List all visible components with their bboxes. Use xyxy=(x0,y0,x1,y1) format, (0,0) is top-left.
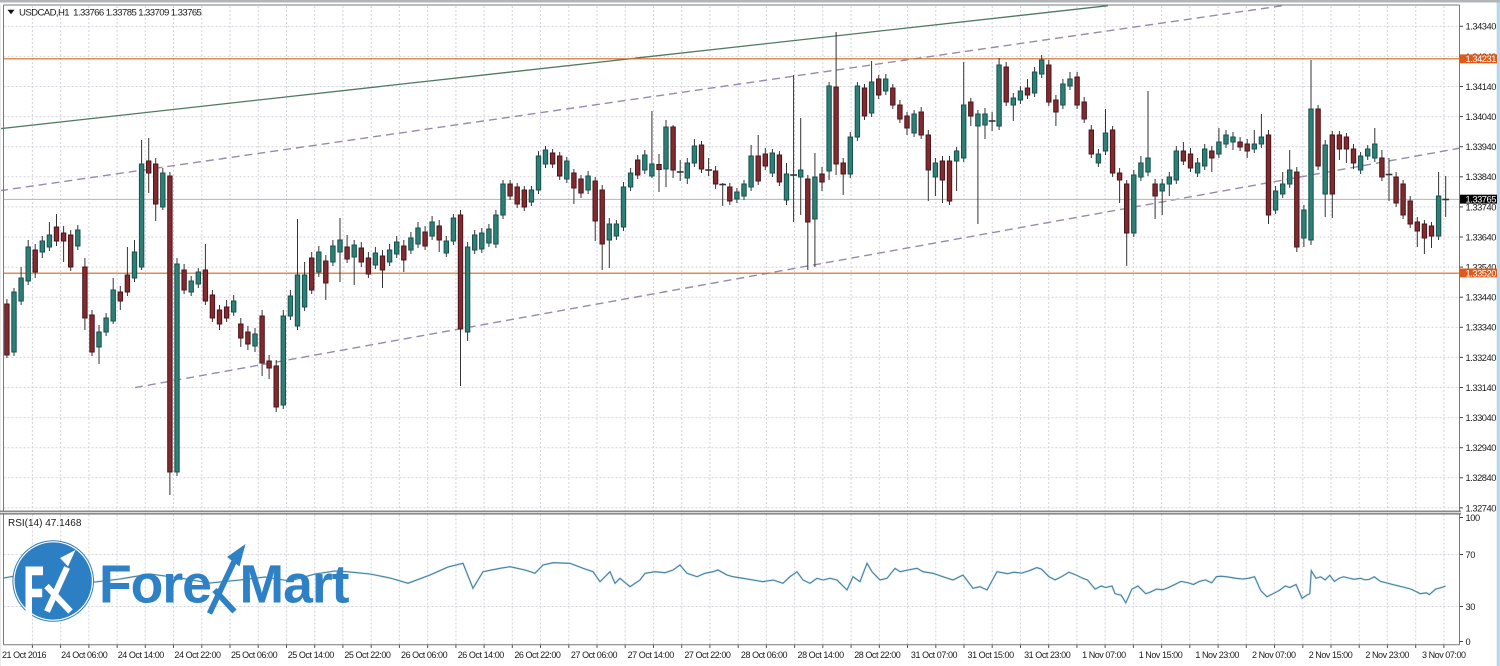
svg-text:1.33540: 1.33540 xyxy=(1466,263,1497,273)
svg-text:1 Nov 07:00: 1 Nov 07:00 xyxy=(1082,650,1126,660)
svg-text:30: 30 xyxy=(1466,602,1476,612)
svg-text:1.33240: 1.33240 xyxy=(1466,353,1497,363)
svg-text:1.33840: 1.33840 xyxy=(1466,172,1497,182)
svg-text:70: 70 xyxy=(1466,550,1476,560)
svg-text:24 Oct 22:00: 24 Oct 22:00 xyxy=(174,650,221,660)
svg-text:24 Oct 14:00: 24 Oct 14:00 xyxy=(118,650,165,660)
svg-text:1.32740: 1.32740 xyxy=(1466,503,1497,513)
svg-text:26 Oct 14:00: 26 Oct 14:00 xyxy=(458,650,505,660)
svg-text:USDCAD,H1 1.33766 1.33785 1.3: USDCAD,H1 1.33766 1.33785 1.33709 1.3376… xyxy=(19,7,202,18)
svg-text:0: 0 xyxy=(1466,637,1471,647)
svg-text:1.33520: 1.33520 xyxy=(1466,268,1497,278)
svg-text:2 Nov 23:00: 2 Nov 23:00 xyxy=(1365,650,1409,660)
svg-text:3 Nov 07:00: 3 Nov 07:00 xyxy=(1422,650,1466,660)
svg-text:1.33640: 1.33640 xyxy=(1466,232,1497,242)
svg-text:31 Oct 07:00: 31 Oct 07:00 xyxy=(911,650,958,660)
svg-text:RSI(14) 47.1468: RSI(14) 47.1468 xyxy=(8,518,82,529)
svg-text:1.33940: 1.33940 xyxy=(1466,142,1497,152)
svg-text:28 Oct 22:00: 28 Oct 22:00 xyxy=(854,650,901,660)
svg-text:1.33440: 1.33440 xyxy=(1466,293,1497,303)
svg-text:Mart: Mart xyxy=(240,556,350,615)
svg-text:1.34040: 1.34040 xyxy=(1466,112,1497,122)
svg-text:1.34340: 1.34340 xyxy=(1466,22,1497,32)
svg-text:27 Oct 22:00: 27 Oct 22:00 xyxy=(684,650,731,660)
svg-text:31 Oct 23:00: 31 Oct 23:00 xyxy=(1024,650,1071,660)
svg-text:25 Oct 14:00: 25 Oct 14:00 xyxy=(288,650,335,660)
svg-text:1.33765: 1.33765 xyxy=(1466,195,1497,205)
svg-text:1.33340: 1.33340 xyxy=(1466,323,1497,333)
svg-text:28 Oct 06:00: 28 Oct 06:00 xyxy=(741,650,788,660)
svg-text:1.32840: 1.32840 xyxy=(1466,473,1497,483)
svg-text:26 Oct 06:00: 26 Oct 06:00 xyxy=(401,650,448,660)
svg-text:27 Oct 14:00: 27 Oct 14:00 xyxy=(628,650,675,660)
svg-text:25 Oct 06:00: 25 Oct 06:00 xyxy=(231,650,278,660)
svg-text:1 Nov 23:00: 1 Nov 23:00 xyxy=(1195,650,1239,660)
svg-text:2 Nov 07:00: 2 Nov 07:00 xyxy=(1252,650,1296,660)
svg-text:100: 100 xyxy=(1466,513,1480,523)
svg-text:1 Nov 15:00: 1 Nov 15:00 xyxy=(1139,650,1183,660)
svg-text:27 Oct 06:00: 27 Oct 06:00 xyxy=(571,650,618,660)
svg-text:21 Oct 2016: 21 Oct 2016 xyxy=(2,650,47,660)
svg-text:1.34140: 1.34140 xyxy=(1466,82,1497,92)
svg-text:31 Oct 15:00: 31 Oct 15:00 xyxy=(968,650,1015,660)
svg-text:28 Oct 14:00: 28 Oct 14:00 xyxy=(798,650,845,660)
svg-text:1.34231: 1.34231 xyxy=(1466,54,1497,64)
svg-text:1.32940: 1.32940 xyxy=(1466,443,1497,453)
svg-text:25 Oct 22:00: 25 Oct 22:00 xyxy=(344,650,391,660)
svg-text:1.33040: 1.33040 xyxy=(1466,413,1497,423)
svg-text:24 Oct 06:00: 24 Oct 06:00 xyxy=(61,650,108,660)
svg-text:26 Oct 22:00: 26 Oct 22:00 xyxy=(514,650,561,660)
svg-text:Fore: Fore xyxy=(99,556,211,615)
svg-text:2 Nov 15:00: 2 Nov 15:00 xyxy=(1309,650,1353,660)
svg-text:1.33140: 1.33140 xyxy=(1466,383,1497,393)
svg-text:1.33740: 1.33740 xyxy=(1466,202,1497,212)
